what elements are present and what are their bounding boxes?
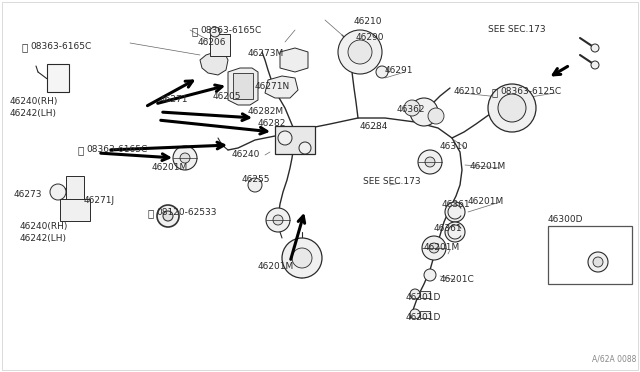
Text: Ⓑ: Ⓑ [148,208,154,218]
Text: 46210: 46210 [354,17,383,26]
Text: 46201M: 46201M [468,197,504,206]
Bar [233,73,253,99]
Text: 46362: 46362 [397,105,426,114]
Text: 46291: 46291 [385,66,413,75]
Text: 08363-6165C: 08363-6165C [86,145,147,154]
Circle shape [429,243,439,253]
Circle shape [210,27,220,37]
Text: Ⓢ: Ⓢ [192,26,198,36]
Text: 46240(RH): 46240(RH) [20,222,68,231]
Circle shape [410,309,420,319]
Circle shape [376,66,388,78]
Polygon shape [280,48,308,72]
Text: 46201M: 46201M [258,262,294,271]
Circle shape [410,289,420,299]
Circle shape [282,238,322,278]
Text: 46242(LH): 46242(LH) [10,109,57,118]
Text: A/62A 0088: A/62A 0088 [591,355,636,364]
Text: 46273M: 46273M [248,49,284,58]
Circle shape [299,142,311,154]
Bar [275,126,315,154]
Circle shape [273,215,283,225]
Text: 46205: 46205 [213,92,241,101]
Text: 08120-62533: 08120-62533 [156,208,216,217]
Text: Ⓢ: Ⓢ [492,87,499,97]
Circle shape [338,30,382,74]
Text: 46273: 46273 [14,190,42,199]
Circle shape [278,131,292,145]
Text: 46284: 46284 [360,122,388,131]
Circle shape [445,202,465,222]
Circle shape [248,178,262,192]
Circle shape [424,269,436,281]
Text: 46201D: 46201D [406,293,442,302]
Text: 08363-6165C: 08363-6165C [200,26,261,35]
Bar [420,291,430,298]
Polygon shape [200,52,228,75]
Text: 46242(LH): 46242(LH) [20,234,67,243]
Text: 46282: 46282 [258,119,286,128]
Circle shape [292,248,312,268]
Bar [47,64,69,92]
Circle shape [348,40,372,64]
Bar [548,226,632,284]
Circle shape [180,153,190,163]
Text: 46271: 46271 [160,95,189,104]
Text: 46201C: 46201C [440,275,475,284]
Circle shape [157,205,179,227]
Text: 46271N: 46271N [255,82,291,91]
Circle shape [488,84,536,132]
Text: 46290: 46290 [356,33,385,42]
Text: Ⓢ: Ⓢ [78,145,84,155]
Circle shape [404,100,420,116]
Bar [66,176,84,200]
Circle shape [410,98,438,126]
Bar [60,199,90,221]
Text: SEE SEC.173: SEE SEC.173 [488,25,546,34]
Text: SEE SEC.173: SEE SEC.173 [363,177,420,186]
Circle shape [173,146,197,170]
Bar [210,34,230,56]
Text: 46201M: 46201M [424,243,460,252]
Circle shape [422,236,446,260]
Circle shape [593,257,603,267]
Circle shape [591,61,599,69]
Text: 46271J: 46271J [84,196,115,205]
Circle shape [498,94,526,122]
Text: 46201M: 46201M [152,163,188,172]
Circle shape [50,184,66,200]
Circle shape [445,222,465,242]
Circle shape [418,150,442,174]
Text: 08363-6125C: 08363-6125C [500,87,561,96]
Circle shape [266,208,290,232]
Polygon shape [265,76,298,98]
Circle shape [163,211,173,221]
Text: 46240(RH): 46240(RH) [10,97,58,106]
Text: 46282M: 46282M [248,107,284,116]
Text: 46255: 46255 [242,175,271,184]
Circle shape [425,157,435,167]
Text: 46310: 46310 [440,142,468,151]
Text: 46201D: 46201D [406,313,442,322]
Text: 46361: 46361 [434,224,463,233]
Text: 46206: 46206 [198,38,227,47]
Text: 46210: 46210 [454,87,483,96]
Text: 46300D: 46300D [548,215,584,224]
Circle shape [588,252,608,272]
Polygon shape [228,68,258,105]
Circle shape [591,44,599,52]
Text: 46361: 46361 [442,200,470,209]
Text: 46240: 46240 [232,150,260,159]
Text: Ⓢ: Ⓢ [22,42,28,52]
Circle shape [428,108,444,124]
Text: 46201M: 46201M [470,162,506,171]
Text: 08363-6165C: 08363-6165C [30,42,92,51]
Bar [420,311,430,317]
